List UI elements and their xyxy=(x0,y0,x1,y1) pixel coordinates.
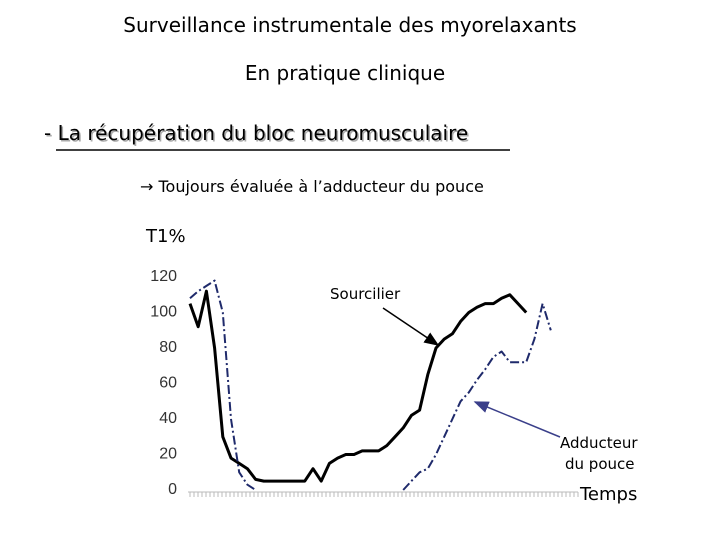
y-tick-label: 40 xyxy=(159,410,177,427)
y-tick-label: 100 xyxy=(150,304,177,321)
annotation-arrow xyxy=(382,307,440,346)
heading: - La récupération du bloc neuromusculair… xyxy=(44,121,468,145)
title: Surveillance instrumentale des myorelaxa… xyxy=(123,13,576,37)
y-tick-label: 120 xyxy=(150,268,177,285)
x-axis-label: Temps xyxy=(579,484,637,505)
y-tick-label: 0 xyxy=(168,481,177,498)
y-tick-label: 80 xyxy=(159,339,177,356)
annotation: Adducteur xyxy=(560,434,638,452)
subtitle: En pratique clinique xyxy=(245,61,445,85)
bullet: → Toujours évaluée à l’adducteur du pouc… xyxy=(140,177,484,196)
y-tick-label: 60 xyxy=(159,375,177,392)
heading-shadow: - La récupération du bloc neuromusculair… xyxy=(46,123,470,147)
y-axis-label: T1% xyxy=(145,226,186,247)
annotation: du pouce xyxy=(565,455,634,473)
line-series xyxy=(188,289,528,483)
annotation: Sourcilier xyxy=(330,285,401,303)
y-tick-label: 20 xyxy=(159,446,177,463)
line-series xyxy=(189,279,552,491)
annotation-arrow xyxy=(473,401,561,438)
